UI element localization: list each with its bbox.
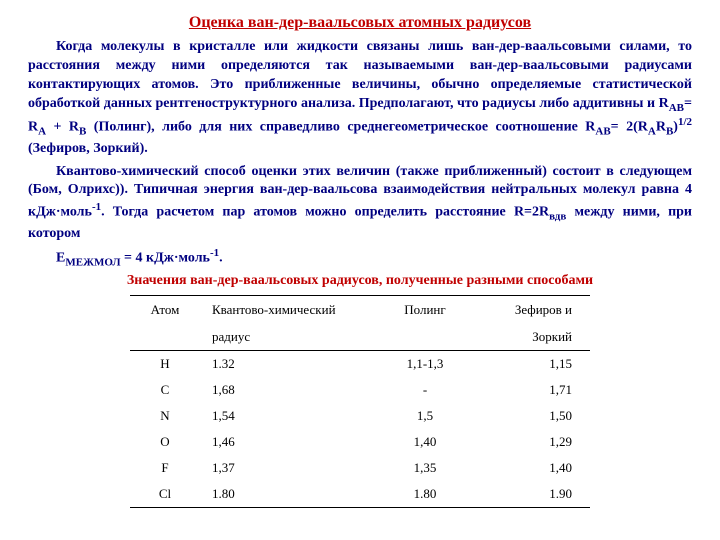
p1-asub2: A bbox=[648, 126, 656, 138]
th-q1: Квантово-химический bbox=[200, 296, 370, 323]
cell-atom: F bbox=[130, 455, 200, 481]
cell-p: 1,5 bbox=[370, 403, 480, 429]
table-header-row-1: Атом Квантово-химический Полинг Зефиров … bbox=[130, 296, 590, 323]
p1-ab2: AB bbox=[595, 126, 610, 138]
cell-atom: C bbox=[130, 377, 200, 403]
p1-e: = 2(R bbox=[611, 120, 648, 135]
table-row: F 1,37 1,35 1,40 bbox=[130, 455, 590, 481]
p1-d: (Полинг), либо для них справедливо средн… bbox=[86, 120, 595, 135]
eq-a: E bbox=[56, 251, 65, 266]
table-title: Значения ван-дер-ваальсовых радиусов, по… bbox=[28, 273, 692, 289]
p2-m1: -1 bbox=[92, 201, 101, 213]
cell-atom: N bbox=[130, 403, 200, 429]
table-row: H 1.32 1,1-1,3 1,15 bbox=[130, 351, 590, 377]
cell-z: 1,29 bbox=[480, 429, 590, 455]
cell-z: 1,40 bbox=[480, 455, 590, 481]
paragraph-1: Когда молекулы в кристалле или жидкости … bbox=[28, 38, 692, 159]
cell-atom: O bbox=[130, 429, 200, 455]
cell-p: 1,1-1,3 bbox=[370, 351, 480, 377]
cell-p: 1,40 bbox=[370, 429, 480, 455]
cell-p: 1,35 bbox=[370, 455, 480, 481]
table-row: C 1,68 - 1,71 bbox=[130, 377, 590, 403]
page-title: Оценка ван-дер-ваальсовых атомных радиус… bbox=[28, 14, 692, 32]
eq-c: . bbox=[219, 251, 223, 266]
cell-q: 1,54 bbox=[200, 403, 370, 429]
eq-b: = 4 кДж·моль bbox=[121, 251, 210, 266]
p1-f: R bbox=[656, 120, 666, 135]
table-wrapper: Атом Квантово-химический Полинг Зефиров … bbox=[28, 295, 692, 508]
cell-q: 1,37 bbox=[200, 455, 370, 481]
eq-sup: -1 bbox=[210, 247, 219, 259]
cell-z: 1.90 bbox=[480, 481, 590, 507]
p2-b: . Тогда расчетом пар атомов можно опреде… bbox=[101, 205, 549, 220]
th-q2: радиус bbox=[200, 323, 370, 350]
equation: EМЕЖМОЛ = 4 кДж·моль-1. bbox=[28, 247, 692, 268]
p1-h: (Зефиров, Зоркий). bbox=[28, 141, 148, 156]
p2-vdw: вдв bbox=[549, 211, 566, 223]
p1-a: Когда молекулы в кристалле или жидкости … bbox=[28, 39, 692, 111]
paragraph-2: Квантово-химический способ оценки этих в… bbox=[28, 163, 692, 244]
rule-bottom bbox=[130, 507, 590, 508]
table-row: Cl 1.80 1.80 1.90 bbox=[130, 481, 590, 507]
th-z1: Зефиров и bbox=[480, 296, 590, 323]
p1-ab: AB bbox=[669, 101, 684, 113]
cell-atom: H bbox=[130, 351, 200, 377]
cell-q: 1.80 bbox=[200, 481, 370, 507]
th-z2: Зоркий bbox=[480, 323, 590, 350]
cell-atom: Cl bbox=[130, 481, 200, 507]
table-header-row-2: радиус Зоркий bbox=[130, 323, 590, 350]
cell-z: 1,71 bbox=[480, 377, 590, 403]
th-p: Полинг bbox=[370, 296, 480, 323]
p1-c: + R bbox=[46, 120, 79, 135]
cell-p: - bbox=[370, 377, 480, 403]
cell-q: 1,46 bbox=[200, 429, 370, 455]
cell-q: 1,68 bbox=[200, 377, 370, 403]
cell-z: 1,50 bbox=[480, 403, 590, 429]
p1-half: 1/2 bbox=[678, 116, 692, 128]
cell-q: 1.32 bbox=[200, 351, 370, 377]
cell-z: 1,15 bbox=[480, 351, 590, 377]
eq-sub: МЕЖМОЛ bbox=[65, 257, 120, 269]
table-row: N 1,54 1,5 1,50 bbox=[130, 403, 590, 429]
table-row: O 1,46 1,40 1,29 bbox=[130, 429, 590, 455]
th-atom: Атом bbox=[130, 296, 200, 323]
radii-table: Атом Квантово-химический Полинг Зефиров … bbox=[130, 295, 590, 508]
cell-p: 1.80 bbox=[370, 481, 480, 507]
p1-asub: A bbox=[38, 126, 46, 138]
